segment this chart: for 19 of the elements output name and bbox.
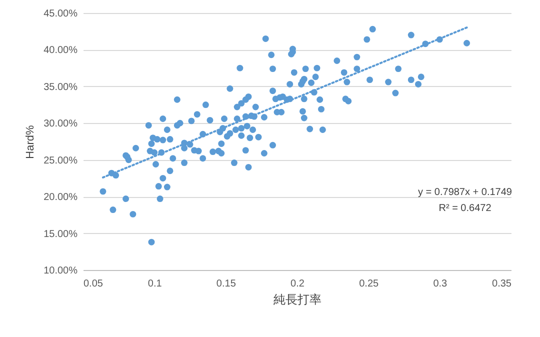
- x-tick-label: 0.3: [433, 278, 448, 290]
- y-tick-label: 20.00%: [44, 192, 78, 204]
- y-tick-label: 30.00%: [44, 118, 78, 130]
- x-tick-label: 0.25: [359, 278, 379, 290]
- y-tick-label: 45.00%: [44, 8, 78, 20]
- y-tick-label: 25.00%: [44, 155, 78, 166]
- y-tick-label: 40.00%: [44, 45, 78, 56]
- x-tick-label: 0.35: [492, 278, 512, 290]
- x-tick-label: 0.15: [216, 278, 236, 290]
- annotation: y = 0.7987x + 0.1749: [418, 187, 512, 198]
- x-tick-label: 0.05: [84, 278, 104, 290]
- x-tick-label: 0.2: [290, 278, 305, 290]
- annotation: R² = 0.6472: [438, 203, 492, 214]
- y-tick-label: 35.00%: [44, 82, 78, 93]
- y-tick-label: 15.00%: [44, 228, 78, 240]
- x-axis-title: 純長打率: [274, 292, 322, 306]
- y-tick-label: 10.00%: [44, 266, 78, 276]
- x-tick-label: 0.1: [148, 278, 162, 290]
- y-axis-title: Hard%: [24, 124, 37, 159]
